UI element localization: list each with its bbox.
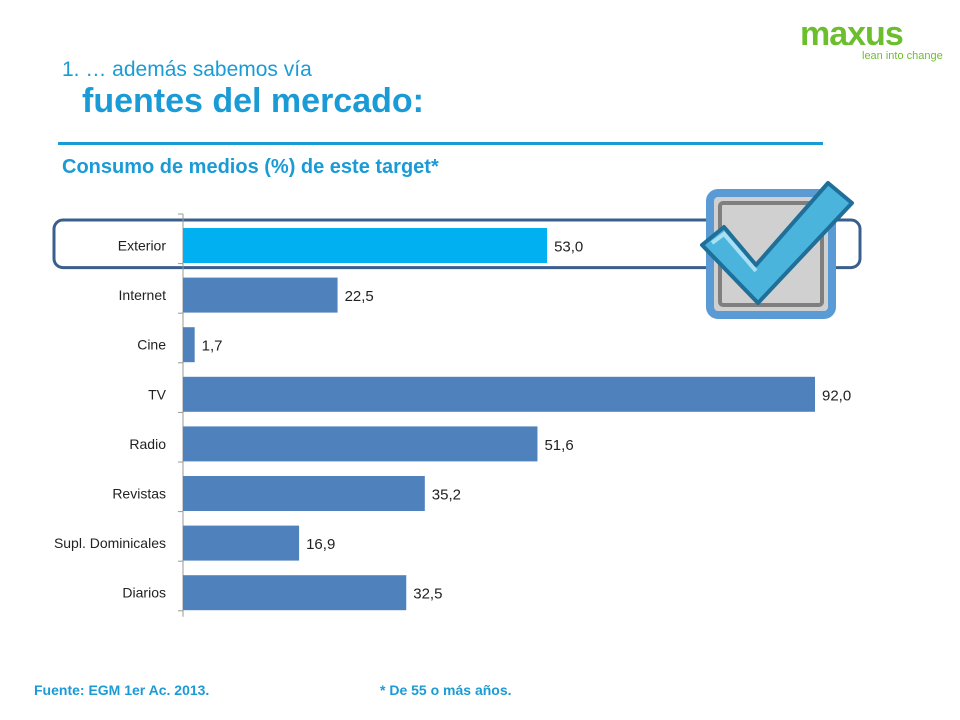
brand-name: maxus	[800, 15, 904, 53]
title-divider	[58, 142, 823, 145]
category-label: TV	[148, 386, 167, 402]
data-label: 92,0	[822, 387, 851, 404]
category-label: Exterior	[118, 238, 167, 254]
chart-subtitle: Consumo de medios (%) de este target*	[62, 156, 439, 178]
media-consumption-chart: Exterior 53,0 Internet 22,5 Cine 1,7 TV 92,0 Rad…	[52, 213, 862, 617]
bar	[183, 376, 815, 412]
data-label: 51,6	[544, 437, 573, 454]
category-label: Diarios	[122, 585, 166, 601]
bar	[183, 476, 425, 511]
category-label: Radio	[129, 436, 166, 452]
checkmark-icon	[700, 181, 854, 319]
bar	[183, 228, 548, 263]
brand-tagline: lean into change	[862, 50, 943, 62]
data-label: 53,0	[554, 239, 583, 256]
highlight-frame	[52, 218, 862, 270]
bar	[183, 277, 338, 313]
data-label: 22,5	[345, 288, 374, 305]
category-label: Internet	[119, 287, 167, 303]
bar	[183, 327, 195, 363]
data-label: 35,2	[432, 487, 461, 504]
bar	[183, 525, 300, 561]
target-footnote: * De 55 o más años.	[380, 682, 512, 698]
page-title-line2: fuentes del mercado:	[82, 82, 424, 120]
category-label: Revistas	[112, 486, 166, 502]
data-label: 32,5	[413, 586, 442, 603]
brand-logo: maxus lean into change	[800, 14, 950, 64]
data-label: 16,9	[306, 536, 335, 553]
bar	[183, 575, 407, 611]
data-label: 1,7	[202, 338, 223, 355]
source-note: Fuente: EGM 1er Ac. 2013.	[34, 682, 210, 698]
page-title-line1: 1. … además sabemos vía	[62, 58, 312, 81]
bar	[183, 426, 538, 462]
category-label: Supl. Dominicales	[54, 535, 166, 551]
category-label: Cine	[137, 337, 166, 353]
